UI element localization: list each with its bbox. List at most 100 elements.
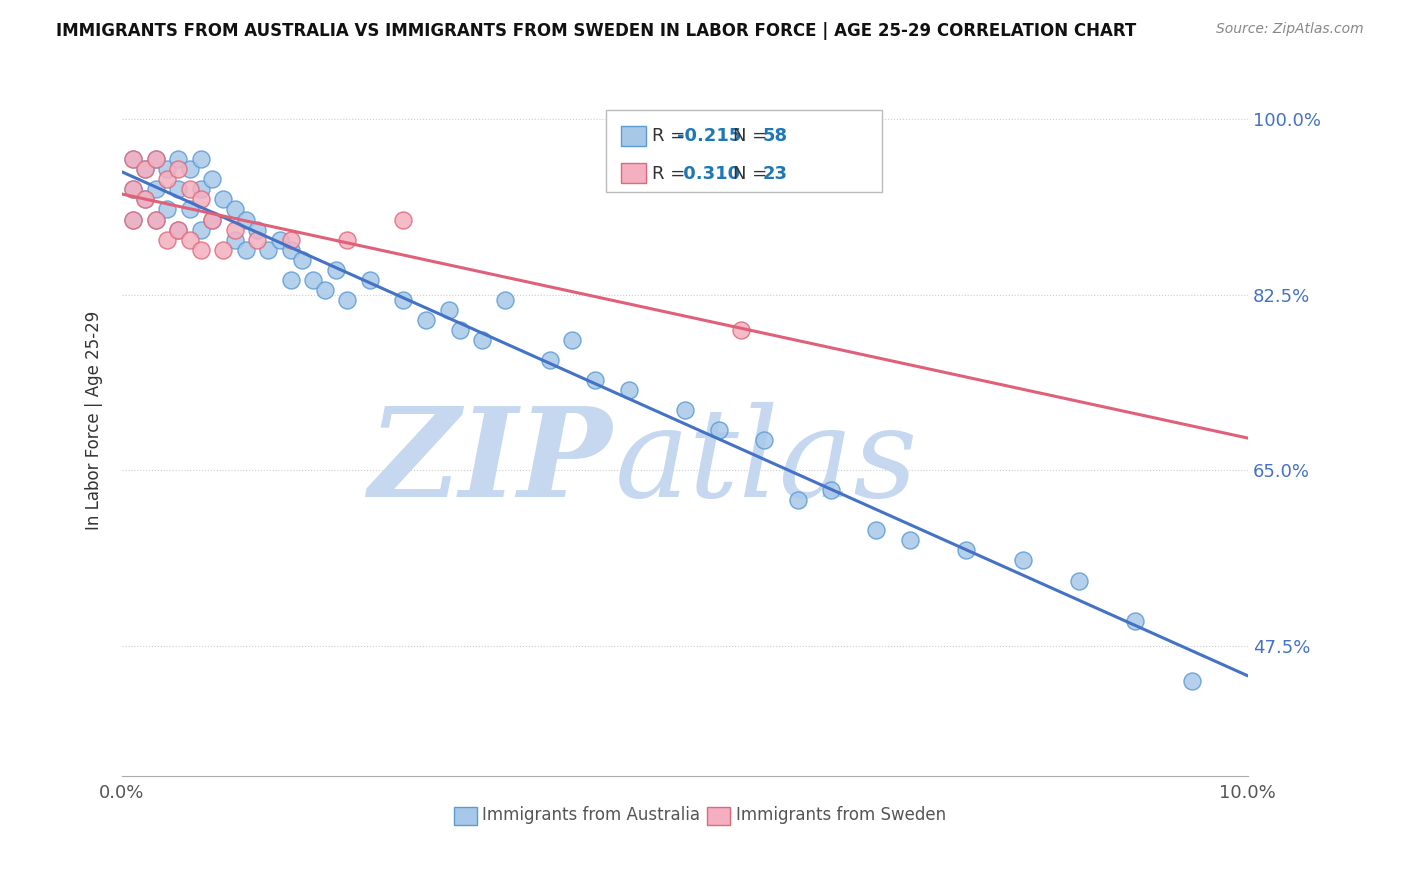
- Point: [224, 202, 246, 217]
- Point: [707, 423, 730, 437]
- Text: IMMIGRANTS FROM AUSTRALIA VS IMMIGRANTS FROM SWEDEN IN LABOR FORCE | AGE 25-29 C: IMMIGRANTS FROM AUSTRALIA VS IMMIGRANTS …: [56, 22, 1136, 40]
- Text: 58: 58: [762, 128, 787, 145]
- Point: [1067, 574, 1090, 588]
- Point: [246, 233, 269, 247]
- Point: [122, 212, 145, 227]
- Point: [1123, 614, 1146, 628]
- Point: [167, 222, 190, 236]
- Text: 0.310: 0.310: [678, 165, 740, 183]
- Point: [201, 212, 224, 227]
- Text: 23: 23: [762, 165, 787, 183]
- Point: [336, 233, 359, 247]
- Point: [449, 323, 471, 337]
- Point: [359, 273, 381, 287]
- Point: [167, 153, 190, 167]
- Point: [392, 293, 415, 307]
- Point: [437, 302, 460, 317]
- Point: [145, 153, 167, 167]
- Point: [561, 333, 583, 347]
- Point: [190, 222, 212, 236]
- Point: [752, 433, 775, 447]
- Point: [201, 212, 224, 227]
- Point: [280, 233, 302, 247]
- Point: [246, 222, 269, 236]
- Point: [212, 243, 235, 257]
- Text: N =: N =: [734, 128, 773, 145]
- Point: [167, 222, 190, 236]
- Point: [325, 262, 347, 277]
- Point: [145, 153, 167, 167]
- Text: R =: R =: [652, 128, 692, 145]
- Point: [122, 182, 145, 196]
- Point: [291, 252, 314, 267]
- Point: [145, 182, 167, 196]
- Point: [494, 293, 516, 307]
- Point: [156, 172, 179, 186]
- Bar: [621, 126, 645, 145]
- Point: [179, 162, 201, 177]
- Point: [280, 243, 302, 257]
- Point: [145, 212, 167, 227]
- Point: [156, 202, 179, 217]
- Point: [190, 153, 212, 167]
- Point: [280, 273, 302, 287]
- Text: Immigrants from Sweden: Immigrants from Sweden: [735, 805, 946, 823]
- Bar: [707, 806, 730, 825]
- Point: [224, 222, 246, 236]
- Point: [201, 172, 224, 186]
- Point: [730, 323, 752, 337]
- Point: [1011, 553, 1033, 567]
- Point: [190, 193, 212, 207]
- Point: [898, 533, 921, 548]
- Point: [134, 162, 156, 177]
- Point: [224, 233, 246, 247]
- Point: [471, 333, 494, 347]
- Point: [134, 162, 156, 177]
- Point: [179, 233, 201, 247]
- Point: [212, 193, 235, 207]
- Point: [122, 182, 145, 196]
- Point: [820, 483, 842, 498]
- Y-axis label: In Labor Force | Age 25-29: In Labor Force | Age 25-29: [86, 310, 103, 530]
- Point: [415, 313, 437, 327]
- Point: [167, 162, 190, 177]
- Text: Immigrants from Australia: Immigrants from Australia: [482, 805, 700, 823]
- Point: [179, 182, 201, 196]
- Text: ZIP: ZIP: [368, 402, 612, 524]
- Point: [583, 373, 606, 387]
- Point: [235, 212, 257, 227]
- Bar: [621, 163, 645, 183]
- Point: [673, 403, 696, 417]
- Point: [617, 383, 640, 397]
- Point: [865, 524, 887, 538]
- Point: [156, 162, 179, 177]
- Point: [190, 182, 212, 196]
- Point: [302, 273, 325, 287]
- Text: atlas: atlas: [616, 402, 918, 524]
- Point: [1180, 673, 1202, 688]
- Text: -0.215: -0.215: [678, 128, 741, 145]
- Text: N =: N =: [734, 165, 773, 183]
- Point: [190, 243, 212, 257]
- Point: [257, 243, 280, 257]
- Point: [134, 193, 156, 207]
- Point: [122, 212, 145, 227]
- Point: [145, 212, 167, 227]
- Point: [314, 283, 336, 297]
- Point: [179, 202, 201, 217]
- Point: [538, 352, 561, 367]
- Point: [235, 243, 257, 257]
- Point: [134, 193, 156, 207]
- Point: [786, 493, 808, 508]
- FancyBboxPatch shape: [606, 111, 882, 192]
- Point: [122, 153, 145, 167]
- Point: [122, 153, 145, 167]
- Text: R =: R =: [652, 165, 692, 183]
- Bar: [454, 806, 477, 825]
- Point: [955, 543, 977, 558]
- Point: [156, 233, 179, 247]
- Text: Source: ZipAtlas.com: Source: ZipAtlas.com: [1216, 22, 1364, 37]
- Point: [269, 233, 291, 247]
- Point: [336, 293, 359, 307]
- Point: [167, 182, 190, 196]
